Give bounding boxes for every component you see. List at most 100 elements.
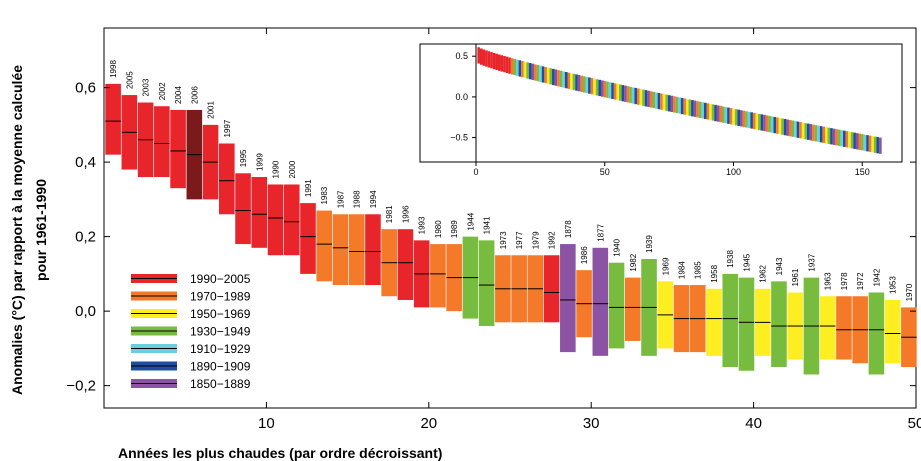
- inset-bar: [869, 136, 872, 152]
- inset-bar: [853, 133, 856, 149]
- bar-1983: [316, 211, 332, 282]
- inset-bar: [663, 94, 666, 110]
- legend-label: 1930−1949: [190, 325, 251, 339]
- inset-bar: [722, 107, 725, 123]
- year-label-2002: 2002: [158, 82, 167, 100]
- inset-bar: [676, 97, 679, 113]
- inset-bar: [619, 84, 622, 100]
- year-label-1985: 1985: [694, 261, 703, 279]
- bar-1938: [722, 274, 738, 367]
- year-label-1977: 1977: [515, 231, 524, 249]
- inset-bar: [627, 86, 630, 102]
- inset-bar: [766, 115, 769, 131]
- bar-1999: [251, 177, 267, 248]
- inset-bar: [604, 81, 607, 97]
- y-tick-label: 0,2: [75, 229, 96, 246]
- bar-1878: [560, 244, 576, 352]
- inset-bar: [629, 87, 632, 103]
- inset-y-tick-label: −0.5: [450, 133, 468, 143]
- inset-bar: [830, 128, 833, 144]
- inset-bar: [542, 66, 545, 82]
- inset-bar: [516, 60, 519, 76]
- bar-1996: [398, 229, 414, 300]
- y-tick-label: 0,4: [75, 154, 96, 171]
- inset-bar: [506, 57, 509, 73]
- inset-bar: [588, 77, 591, 93]
- inset-bar: [508, 57, 511, 73]
- inset-bar: [740, 110, 743, 126]
- inset-bar: [727, 108, 730, 124]
- bar-1943: [771, 281, 787, 367]
- inset-bar: [761, 114, 764, 130]
- year-label-1992: 1992: [548, 231, 557, 249]
- year-label-2001: 2001: [207, 101, 216, 119]
- year-label-1877: 1877: [596, 223, 605, 241]
- inset-bar: [637, 88, 640, 104]
- inset-bar: [549, 68, 552, 84]
- inset-bar: [673, 96, 676, 112]
- year-label-1994: 1994: [369, 190, 378, 208]
- inset-bar: [864, 135, 867, 151]
- year-label-1989: 1989: [450, 220, 459, 238]
- inset-bar: [779, 118, 782, 134]
- year-label-1962: 1962: [759, 264, 768, 282]
- inset-bar: [771, 116, 774, 132]
- year-label-1942: 1942: [872, 268, 881, 286]
- year-label-2005: 2005: [125, 71, 134, 89]
- bar-1982: [625, 278, 641, 341]
- inset-bar: [640, 89, 643, 105]
- inset-bar: [719, 106, 722, 122]
- inset-bar: [683, 98, 686, 114]
- year-label-1997: 1997: [223, 119, 232, 137]
- inset-bar: [802, 123, 805, 139]
- year-label-2000: 2000: [288, 160, 297, 178]
- year-label-1973: 1973: [499, 231, 508, 249]
- year-label-1998: 1998: [109, 60, 118, 78]
- bar-2002: [154, 106, 170, 177]
- year-label-1982: 1982: [629, 253, 638, 271]
- inset-bar: [846, 131, 849, 147]
- inset-bar: [503, 56, 506, 72]
- inset-bar: [776, 117, 779, 133]
- inset-bar: [650, 91, 653, 107]
- year-label-1943: 1943: [775, 257, 784, 275]
- inset-x-tick-label: 50: [600, 167, 610, 177]
- inset-bar: [614, 83, 617, 99]
- inset-bar: [616, 84, 619, 100]
- bar-1980: [430, 244, 446, 307]
- year-label-1988: 1988: [353, 190, 362, 208]
- year-label-1984: 1984: [678, 261, 687, 279]
- inset-bar: [879, 138, 882, 154]
- inset-bar: [488, 51, 491, 67]
- inset-bar: [686, 99, 689, 115]
- x-axis-title: Années les plus chaudes (par ordre décro…: [118, 445, 442, 461]
- inset-bar: [781, 119, 784, 135]
- inset-bar: [696, 101, 699, 117]
- bar-2004: [170, 110, 186, 188]
- inset-bar: [539, 66, 542, 82]
- y-axis-title-line2: pour 1961-1990: [33, 179, 49, 281]
- inset-bar: [495, 54, 498, 70]
- inset-bar: [732, 109, 735, 125]
- legend-label: 1990−2005: [190, 272, 251, 286]
- inset-bar: [825, 127, 828, 143]
- bar-1997: [219, 143, 235, 214]
- inset-bar: [812, 125, 815, 141]
- inset-bar: [598, 80, 601, 96]
- inset-bar: [745, 111, 748, 127]
- year-label-1981: 1981: [385, 205, 394, 223]
- inset-bar: [768, 116, 771, 132]
- inset-bar: [601, 80, 604, 96]
- year-label-1941: 1941: [483, 216, 492, 234]
- year-label-1980: 1980: [434, 220, 443, 238]
- inset-bar: [748, 112, 751, 128]
- year-label-1978: 1978: [840, 272, 849, 290]
- inset-bar: [804, 123, 807, 139]
- inset-bar: [851, 132, 854, 148]
- inset-bar: [848, 132, 851, 148]
- legend-label: 1910−1929: [190, 342, 251, 356]
- inset-bar: [529, 63, 532, 79]
- inset-bar: [498, 54, 501, 70]
- inset-x-tick-label: 0: [473, 167, 478, 177]
- inset-bar: [552, 69, 555, 85]
